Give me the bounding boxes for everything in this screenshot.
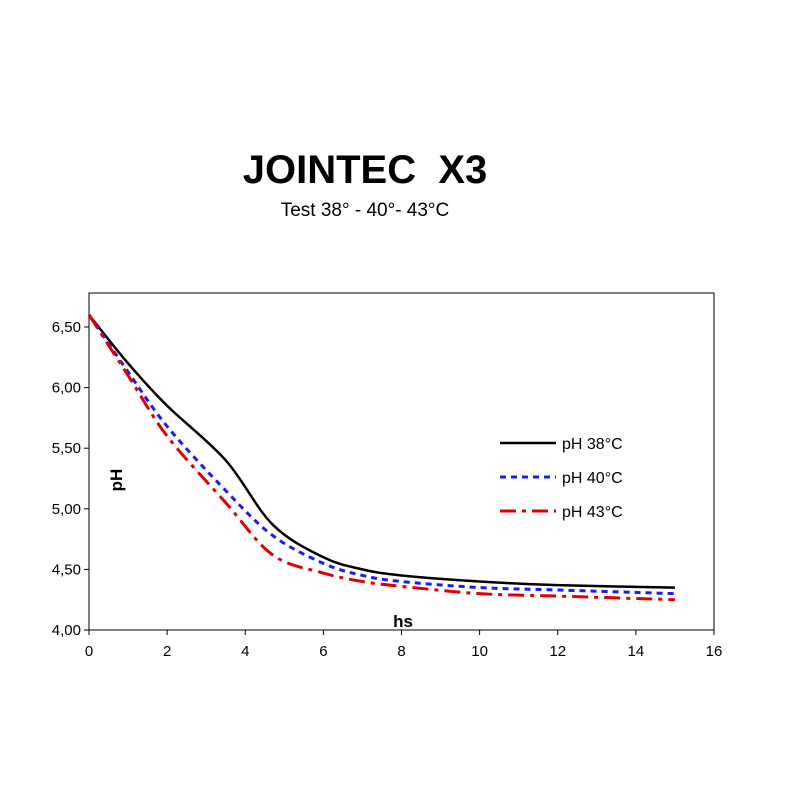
x-tick-label: 16 xyxy=(706,643,723,660)
y-tick-label: 6,50 xyxy=(52,319,81,336)
legend-label-1: pH 38°C xyxy=(562,436,623,453)
legend-label-3: pH 43°C xyxy=(562,504,623,521)
y-tick-label: 4,50 xyxy=(52,561,81,578)
x-axis: 0 2 4 6 8 10 12 14 16 xyxy=(85,630,723,660)
y-axis-label: pH xyxy=(107,469,126,492)
legend: pH 38°C pH 40°C pH 43°C xyxy=(500,436,623,521)
x-tick-label: 2 xyxy=(163,643,171,660)
x-axis-label: hs xyxy=(393,612,413,631)
x-tick-label: 4 xyxy=(241,643,249,660)
y-tick-label: 5,50 xyxy=(52,440,81,457)
y-tick-label: 6,00 xyxy=(52,380,81,397)
legend-label-2: pH 40°C xyxy=(562,470,623,487)
x-tick-label: 8 xyxy=(397,643,405,660)
chart-subtitle: Test 38° - 40°- 43°C xyxy=(280,200,450,221)
y-axis: 4,00 4,50 5,00 5,50 6,00 6,50 xyxy=(52,319,89,639)
x-tick-label: 14 xyxy=(628,643,645,660)
x-tick-label: 12 xyxy=(549,643,566,660)
x-tick-label: 0 xyxy=(85,643,93,660)
x-tick-label: 10 xyxy=(471,643,488,660)
chart-title: JOINTEC X3 xyxy=(242,148,488,192)
x-tick-label: 6 xyxy=(319,643,327,660)
series-line-1 xyxy=(88,314,675,589)
plot-area-frame xyxy=(88,292,715,631)
y-tick-label: 4,00 xyxy=(52,622,81,639)
series-layer xyxy=(87,314,675,602)
series-line-2 xyxy=(87,314,675,596)
series-line-3 xyxy=(87,314,675,602)
y-tick-label: 5,00 xyxy=(52,501,81,518)
